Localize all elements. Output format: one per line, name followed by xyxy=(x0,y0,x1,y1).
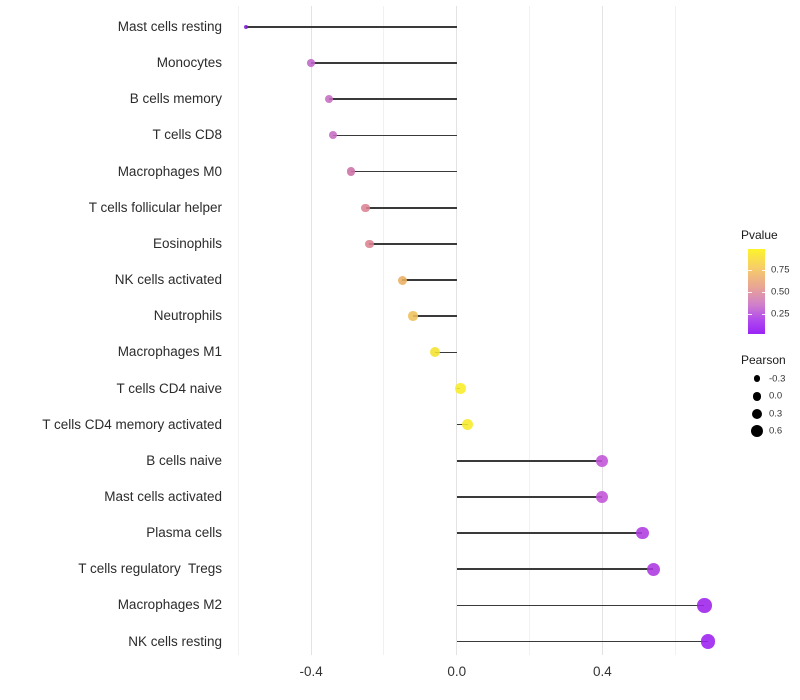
x-axis-tick-label: 0.4 xyxy=(592,664,612,679)
pearson-size-item: 0.3 xyxy=(741,405,800,423)
pearson-size-item: -0.3 xyxy=(741,370,800,388)
y-axis-label: Neutrophils xyxy=(153,308,222,324)
y-axis-label: NK cells resting xyxy=(128,633,222,649)
lollipop-dot xyxy=(365,239,374,249)
lollipop-dot xyxy=(328,131,337,140)
y-axis-label: Macrophages M0 xyxy=(117,163,222,179)
pvalue-gradient-bar xyxy=(748,249,765,334)
lollipop-segment xyxy=(434,351,457,354)
y-axis-label: T cells CD8 xyxy=(152,127,222,143)
lollipop-segment xyxy=(402,279,457,281)
legend-pearson: Pearson -0.3 0.0 0.3 0.6 xyxy=(741,353,800,438)
gridline-minor xyxy=(674,6,676,655)
gridline-major xyxy=(310,6,312,655)
lollipop-segment xyxy=(311,62,457,64)
y-axis-label: T cells regulatory Tregs xyxy=(78,561,222,577)
lollipop-dot xyxy=(429,347,440,358)
lollipop-segment xyxy=(456,532,643,534)
lollipop-segment xyxy=(329,98,457,101)
pvalue-tick-mark xyxy=(748,292,752,293)
lollipop-segment xyxy=(369,243,457,245)
y-axis-label: T cells CD4 memory activated xyxy=(42,416,222,432)
lollipop-dot xyxy=(243,25,248,29)
pvalue-tick-label: 0.50 xyxy=(771,286,790,298)
y-axis-label: Macrophages M2 xyxy=(117,597,222,613)
y-axis-label: B cells naive xyxy=(146,452,222,468)
pearson-size-label: 0.6 xyxy=(769,425,783,437)
lollipop-dot xyxy=(700,634,716,649)
lollipop-dot xyxy=(307,59,315,67)
legend-pvalue-title: Pvalue xyxy=(741,228,778,242)
y-axis-label: Mast cells activated xyxy=(104,488,222,504)
y-axis-label: Macrophages M1 xyxy=(117,344,222,360)
pearson-size-dot xyxy=(753,375,761,383)
lollipop-segment xyxy=(365,206,457,209)
gridline-major xyxy=(601,6,603,655)
lollipop-dot xyxy=(397,275,407,285)
y-axis-label: T cells follicular helper xyxy=(88,199,222,215)
gridline-minor xyxy=(383,6,385,655)
lollipop-dot xyxy=(636,526,649,540)
gridline-minor xyxy=(237,6,239,655)
pvalue-tick-mark xyxy=(761,314,765,316)
pvalue-tick-mark xyxy=(761,292,765,293)
lollipop-segment xyxy=(456,459,603,462)
lollipop-dot xyxy=(455,383,466,394)
lollipop-dot xyxy=(346,167,356,176)
pearson-size-dot xyxy=(752,391,762,401)
lollipop-dot xyxy=(596,490,609,503)
lollipop-dot xyxy=(462,419,474,431)
lollipop-dot xyxy=(596,454,609,467)
pearson-size-label: 0.0 xyxy=(769,390,783,402)
lollipop-segment xyxy=(413,315,457,318)
y-axis-label: Eosinophils xyxy=(152,235,222,251)
lollipop-segment xyxy=(456,640,708,643)
pearson-size-item: 0.6 xyxy=(741,423,800,441)
pearson-size-label: 0.3 xyxy=(769,408,783,420)
lollipop-segment xyxy=(351,170,457,173)
pvalue-tick-mark xyxy=(748,314,752,316)
pvalue-tick-mark xyxy=(748,269,752,271)
y-axis-label: Monocytes xyxy=(156,55,222,71)
lollipop-dot xyxy=(325,95,334,104)
pearson-size-dot xyxy=(751,425,763,438)
lollipop-dot xyxy=(646,562,660,576)
x-axis-tick-label: 0.0 xyxy=(447,664,467,679)
pearson-size-label: -0.3 xyxy=(769,373,786,385)
lollipop-dot xyxy=(361,203,370,212)
pvalue-tick-mark xyxy=(761,269,765,271)
lollipop-segment xyxy=(456,496,603,498)
lollipop-segment xyxy=(456,604,705,607)
legend-pvalue: Pvalue 0.75 0.50 0.25 xyxy=(741,228,800,334)
y-axis-label: T cells CD4 naive xyxy=(116,380,222,396)
lollipop-dot xyxy=(408,311,418,321)
pearson-size-item: 0.0 xyxy=(741,388,800,406)
pvalue-tick-label: 0.25 xyxy=(771,308,790,320)
y-axis-label: Plasma cells xyxy=(146,525,222,541)
lollipop-segment xyxy=(245,26,457,28)
y-axis-label: B cells memory xyxy=(129,91,222,107)
y-axis-label: NK cells activated xyxy=(114,272,222,288)
x-axis-tick-label: -0.4 xyxy=(299,664,323,679)
gridline-minor xyxy=(529,6,531,655)
legend-pearson-title: Pearson xyxy=(741,353,786,367)
lollipop-segment xyxy=(332,134,457,137)
pvalue-tick-label: 0.75 xyxy=(771,264,790,276)
gridline-major xyxy=(456,6,458,655)
pearson-size-dot xyxy=(751,408,763,419)
y-axis-label: Mast cells resting xyxy=(117,19,222,34)
lollipop-segment xyxy=(456,568,654,571)
lollipop-dot xyxy=(697,598,712,613)
